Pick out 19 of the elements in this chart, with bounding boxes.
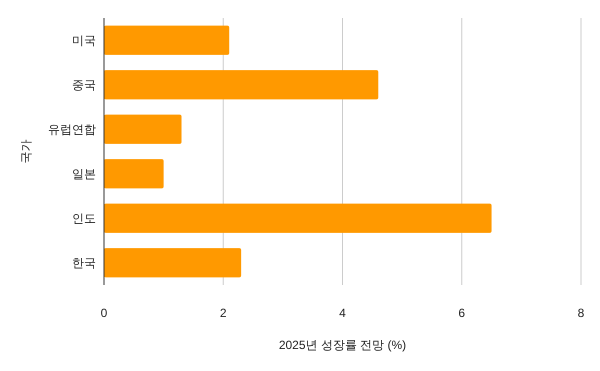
x-tick-label: 8 [578,306,585,320]
bar [104,248,242,278]
y-tick-label: 한국 [72,256,96,270]
bar [104,204,492,233]
bar [104,159,164,188]
y-tick-label: 일본 [72,166,96,181]
x-tick-label: 2 [220,306,227,320]
bar [104,26,230,55]
y-tick-label: 유럽연합 [48,122,96,136]
y-tick-label: 미국 [72,33,96,48]
y-tick-label: 중국 [72,78,96,92]
y-tick-label: 인도 [72,211,96,226]
y-axis-title: 국가 [19,140,33,164]
bar [104,70,378,100]
x-axis-title: 2025년 성장률 전망 (%) [278,338,406,352]
bar [104,114,182,144]
x-tick-label: 0 [100,306,108,320]
x-tick-label: 6 [458,306,466,320]
x-tick-label: 4 [339,306,346,320]
